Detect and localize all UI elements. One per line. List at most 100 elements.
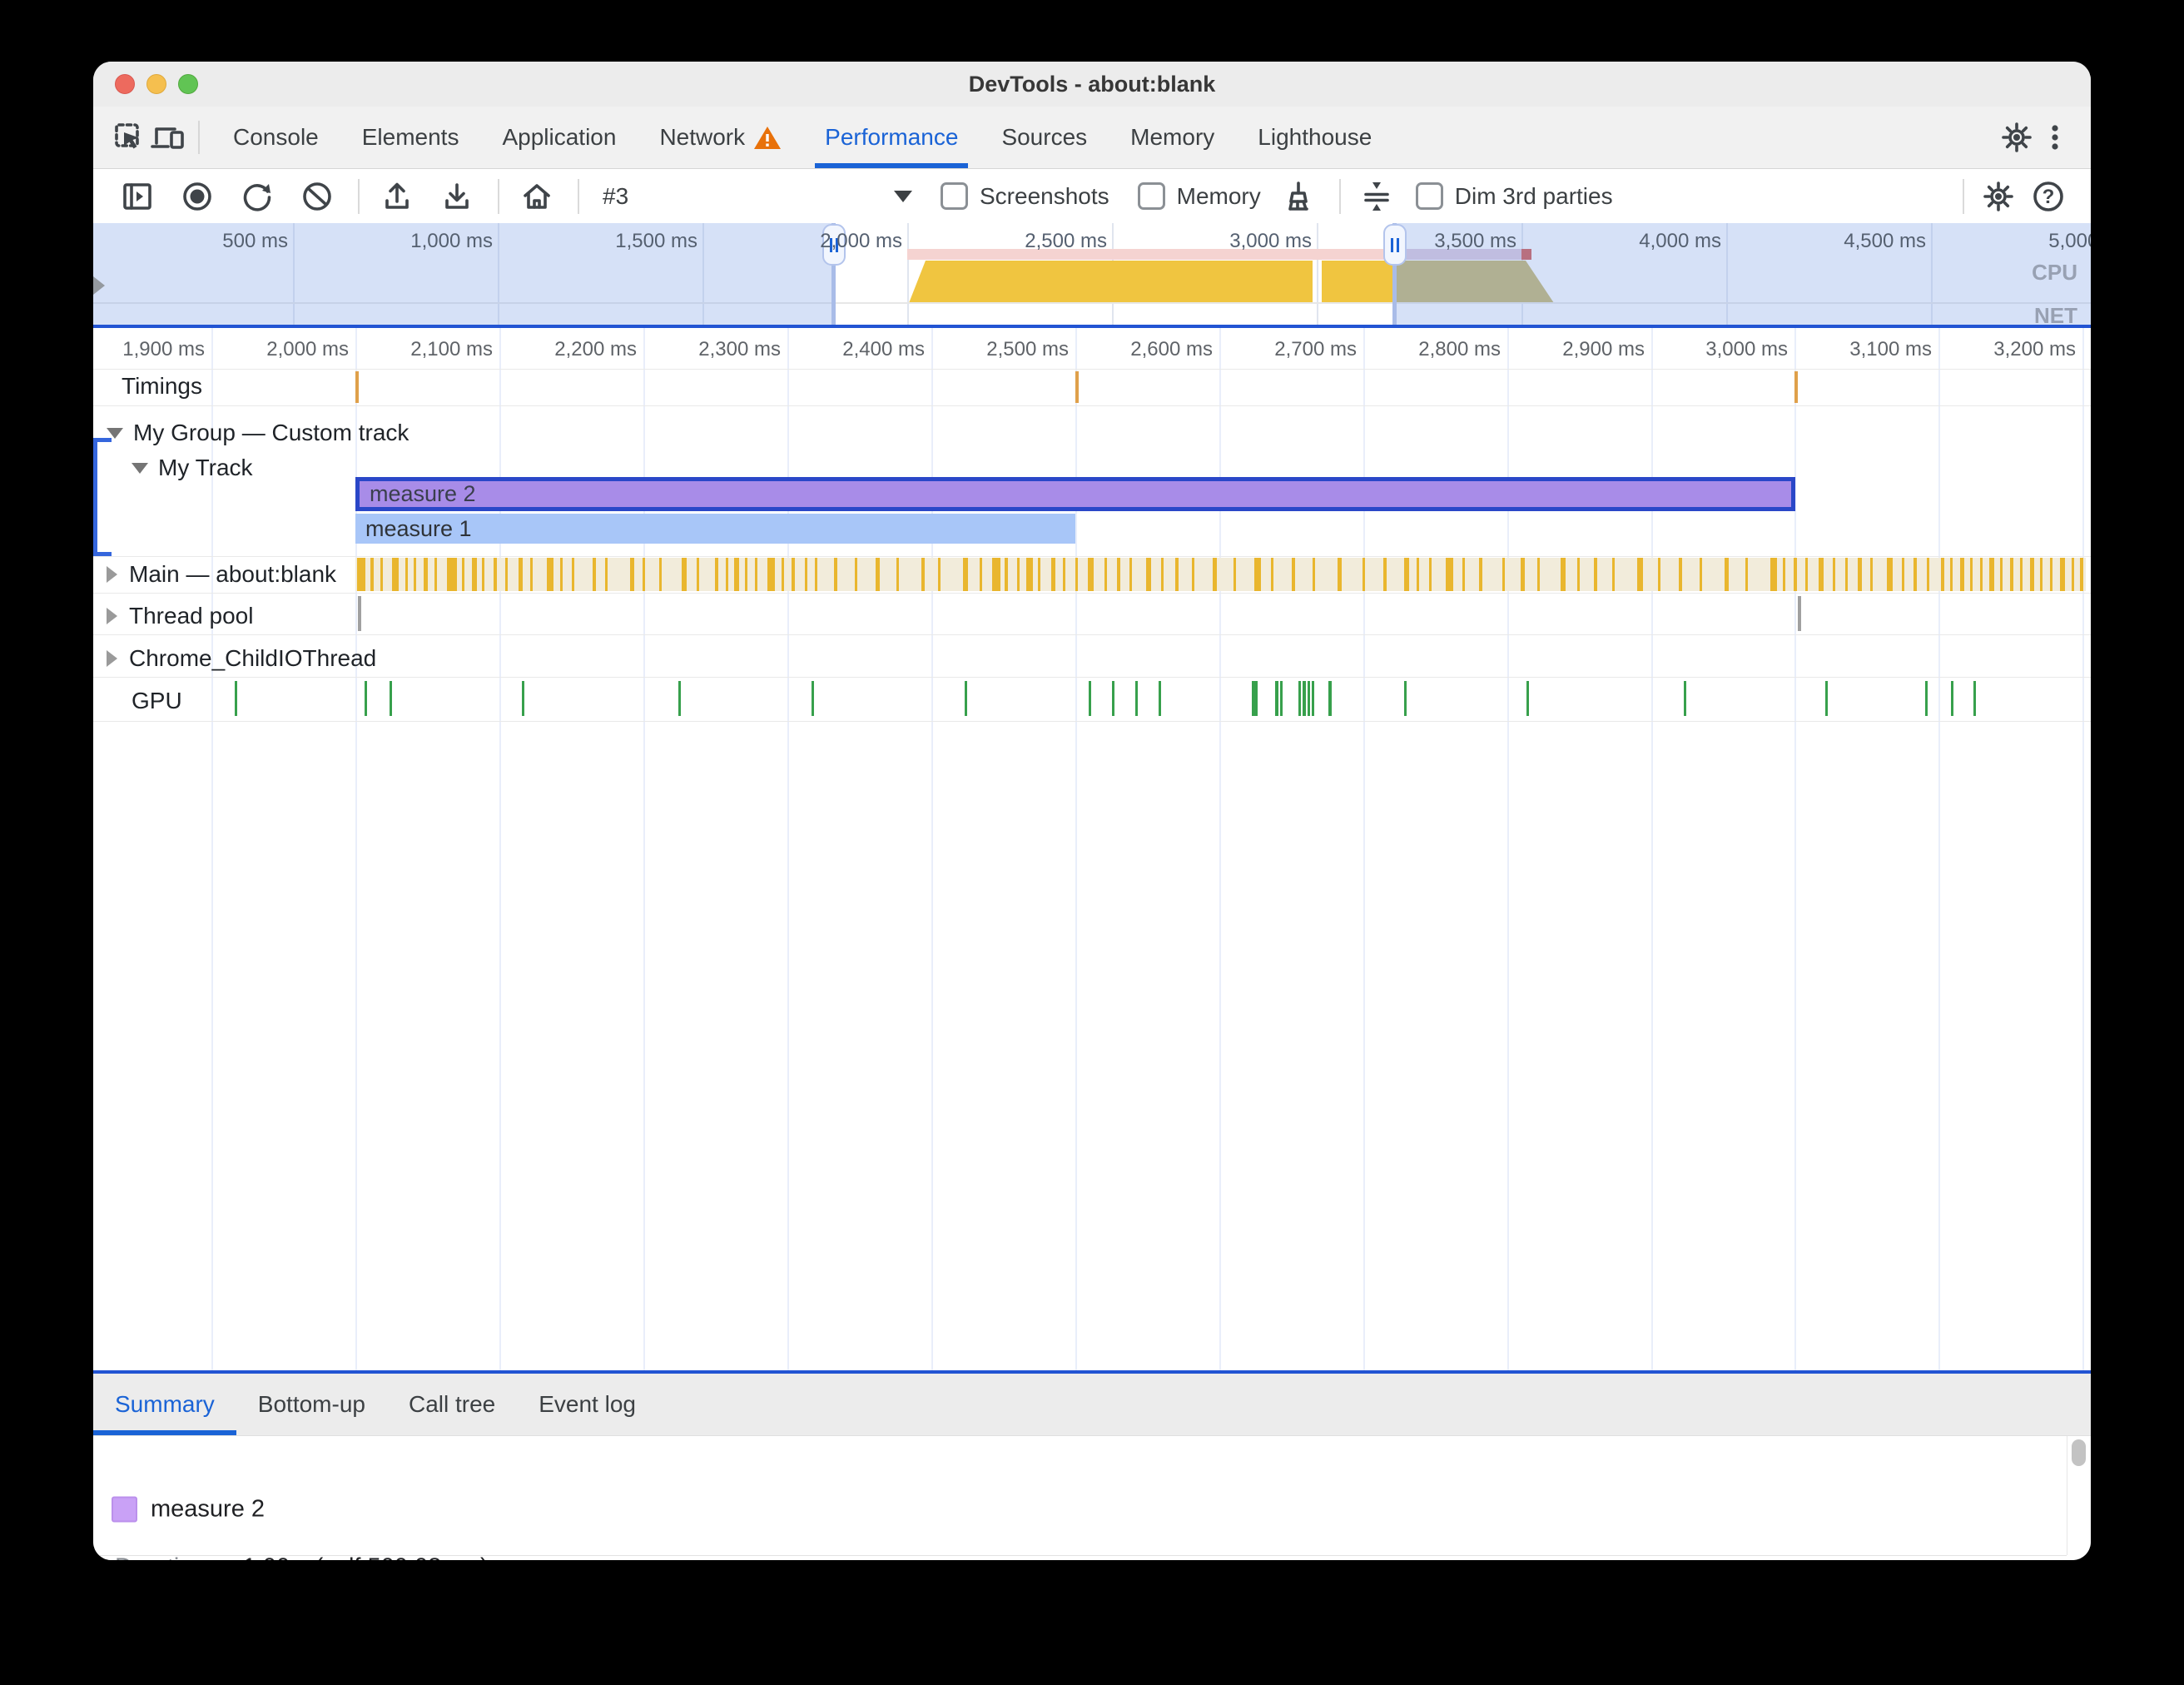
tab-sources[interactable]: Sources: [996, 107, 1092, 168]
track-selection-bracket-cap: [93, 552, 112, 556]
dim-3rd-parties-checkbox[interactable]: Dim 3rd parties: [1415, 182, 1613, 210]
help-icon[interactable]: ?: [2029, 177, 2067, 216]
tab-label: Memory: [1130, 124, 1215, 150]
profile-select[interactable]: #3: [603, 183, 912, 210]
triangle-collapsed-icon: [107, 608, 117, 624]
tab-performance[interactable]: Performance: [815, 107, 969, 168]
triangle-collapsed-icon: [107, 650, 117, 667]
overview-time-label: 500 ms: [222, 230, 288, 252]
gpu-activity-tick: [1973, 681, 1976, 716]
zoom-window-button[interactable]: [178, 74, 198, 94]
bottom-tab-summary[interactable]: Summary: [93, 1374, 236, 1435]
ruler-time-label: 2,200 ms: [554, 338, 637, 360]
toggle-sidebar-icon[interactable]: [118, 177, 156, 216]
bottom-tab-bottom-up[interactable]: Bottom-up: [236, 1374, 387, 1435]
inspect-element-icon[interactable]: [110, 118, 148, 157]
panel-tabs: Console Elements Application Network Perform…: [211, 107, 1393, 168]
ruler-time-label: 2,000 ms: [266, 338, 349, 360]
main-activity-tick: [405, 558, 408, 591]
chevron-down-icon: [894, 190, 912, 202]
bottom-tab-call-tree[interactable]: Call tree: [387, 1374, 517, 1435]
record-icon[interactable]: [178, 177, 216, 216]
detail-gridline: [1075, 328, 1077, 1370]
track-thread-pool[interactable]: Thread pool: [107, 603, 253, 629]
timings-marker: [1794, 371, 1798, 403]
gpu-activity-tick: [812, 681, 814, 716]
main-activity-tick: [593, 558, 596, 591]
scrollbar-thumb[interactable]: [2072, 1439, 2086, 1466]
main-activity-tick: [1075, 558, 1078, 591]
checkbox-box: [1415, 182, 1443, 210]
bottom-tab-label: Call tree: [408, 1391, 496, 1417]
minimize-window-button[interactable]: [146, 74, 166, 94]
capture-settings-gear-icon[interactable]: [1979, 177, 2018, 216]
main-activity-tick: [1794, 558, 1797, 591]
main-activity-tick: [1970, 558, 1973, 591]
home-live-metrics-icon[interactable]: [518, 177, 556, 216]
overview-time-label: 3,500 ms: [1434, 230, 1516, 252]
overview-cpu-activity: [909, 261, 1313, 303]
divider: [1338, 178, 1341, 214]
main-activity-tick: [855, 558, 857, 591]
gpu-activity-tick: [365, 681, 367, 716]
download-profile-icon[interactable]: [438, 177, 476, 216]
tab-console[interactable]: Console: [228, 107, 324, 168]
main-activity-tick: [734, 558, 739, 591]
settings-gear-icon[interactable]: [1998, 118, 2036, 157]
clear-icon[interactable]: [298, 177, 336, 216]
main-activity-tick: [1005, 558, 1008, 591]
tab-label: Sources: [1001, 124, 1088, 150]
close-window-button[interactable]: [115, 74, 135, 94]
tab-memory[interactable]: Memory: [1125, 107, 1219, 168]
timeline-overview[interactable]: 500 ms 1,000 ms 1,500 ms 2,000 ms 2,500 ms 3,…: [93, 223, 2091, 325]
bottom-tab-event-log[interactable]: Event log: [517, 1374, 658, 1435]
track-gpu[interactable]: GPU: [132, 688, 182, 714]
overview-unselected-left: [93, 223, 831, 325]
overview-cpu-activity-dimmed: [1394, 261, 1554, 303]
memory-checkbox[interactable]: Memory: [1137, 182, 1261, 210]
tab-lighthouse[interactable]: Lighthouse: [1253, 107, 1377, 168]
upload-profile-icon[interactable]: [378, 177, 416, 216]
more-options-kebab-icon[interactable]: [2036, 118, 2074, 157]
gpu-activity-tick: [1303, 681, 1306, 716]
tab-label: Elements: [361, 124, 459, 150]
overview-selection-end-handle[interactable]: [1383, 224, 1407, 266]
gpu-activity-tick: [1925, 681, 1928, 716]
reload-and-record-icon[interactable]: [238, 177, 276, 216]
dim-3rd-parties-label: Dim 3rd parties: [1454, 182, 1613, 209]
tab-elements[interactable]: Elements: [357, 107, 464, 168]
main-activity-tick: [1161, 558, 1164, 591]
main-activity-tick: [1146, 558, 1151, 591]
track-timings[interactable]: Timings: [122, 373, 202, 400]
main-activity-tick: [1679, 558, 1682, 591]
track-my-track[interactable]: My Track: [132, 455, 253, 481]
overview-time-label: 1,500 ms: [615, 230, 697, 252]
collapse-sections-icon[interactable]: [1358, 177, 1396, 216]
ruler-time-label: 2,500 ms: [986, 338, 1069, 360]
track-main[interactable]: Main — about:blank: [107, 561, 336, 588]
main-activity-tick: [370, 558, 374, 591]
detail-gridline: [1507, 328, 1509, 1370]
device-toolbar-icon[interactable]: [148, 118, 186, 157]
screenshots-checkbox[interactable]: Screenshots: [941, 182, 1109, 210]
measure-2-bar[interactable]: measure 2: [355, 477, 1795, 511]
main-activity-tick: [1233, 558, 1236, 591]
measure-1-bar[interactable]: measure 1: [355, 514, 1075, 544]
main-activity-tick: [2020, 558, 2023, 591]
track-group-my-group[interactable]: My Group — Custom track: [107, 420, 409, 446]
gpu-activity-tick: [235, 681, 237, 716]
ruler-time-label: 2,600 ms: [1130, 338, 1213, 360]
overview-gridline: [1931, 223, 1933, 325]
tab-application[interactable]: Application: [497, 107, 621, 168]
gpu-activity-tick: [1135, 681, 1138, 716]
main-thread-activity[interactable]: [355, 558, 2086, 591]
tab-network[interactable]: Network: [654, 107, 787, 168]
main-activity-tick: [1383, 558, 1387, 591]
main-activity-tick: [1989, 558, 1994, 591]
overview-selection-start-handle[interactable]: [822, 224, 846, 266]
garbage-collect-icon[interactable]: [1279, 177, 1318, 216]
track-chrome-child-io[interactable]: Chrome_ChildIOThread: [107, 645, 376, 672]
main-activity-tick: [2030, 558, 2034, 591]
main-activity-tick: [1845, 558, 1848, 591]
main-activity-tick: [1363, 558, 1365, 591]
